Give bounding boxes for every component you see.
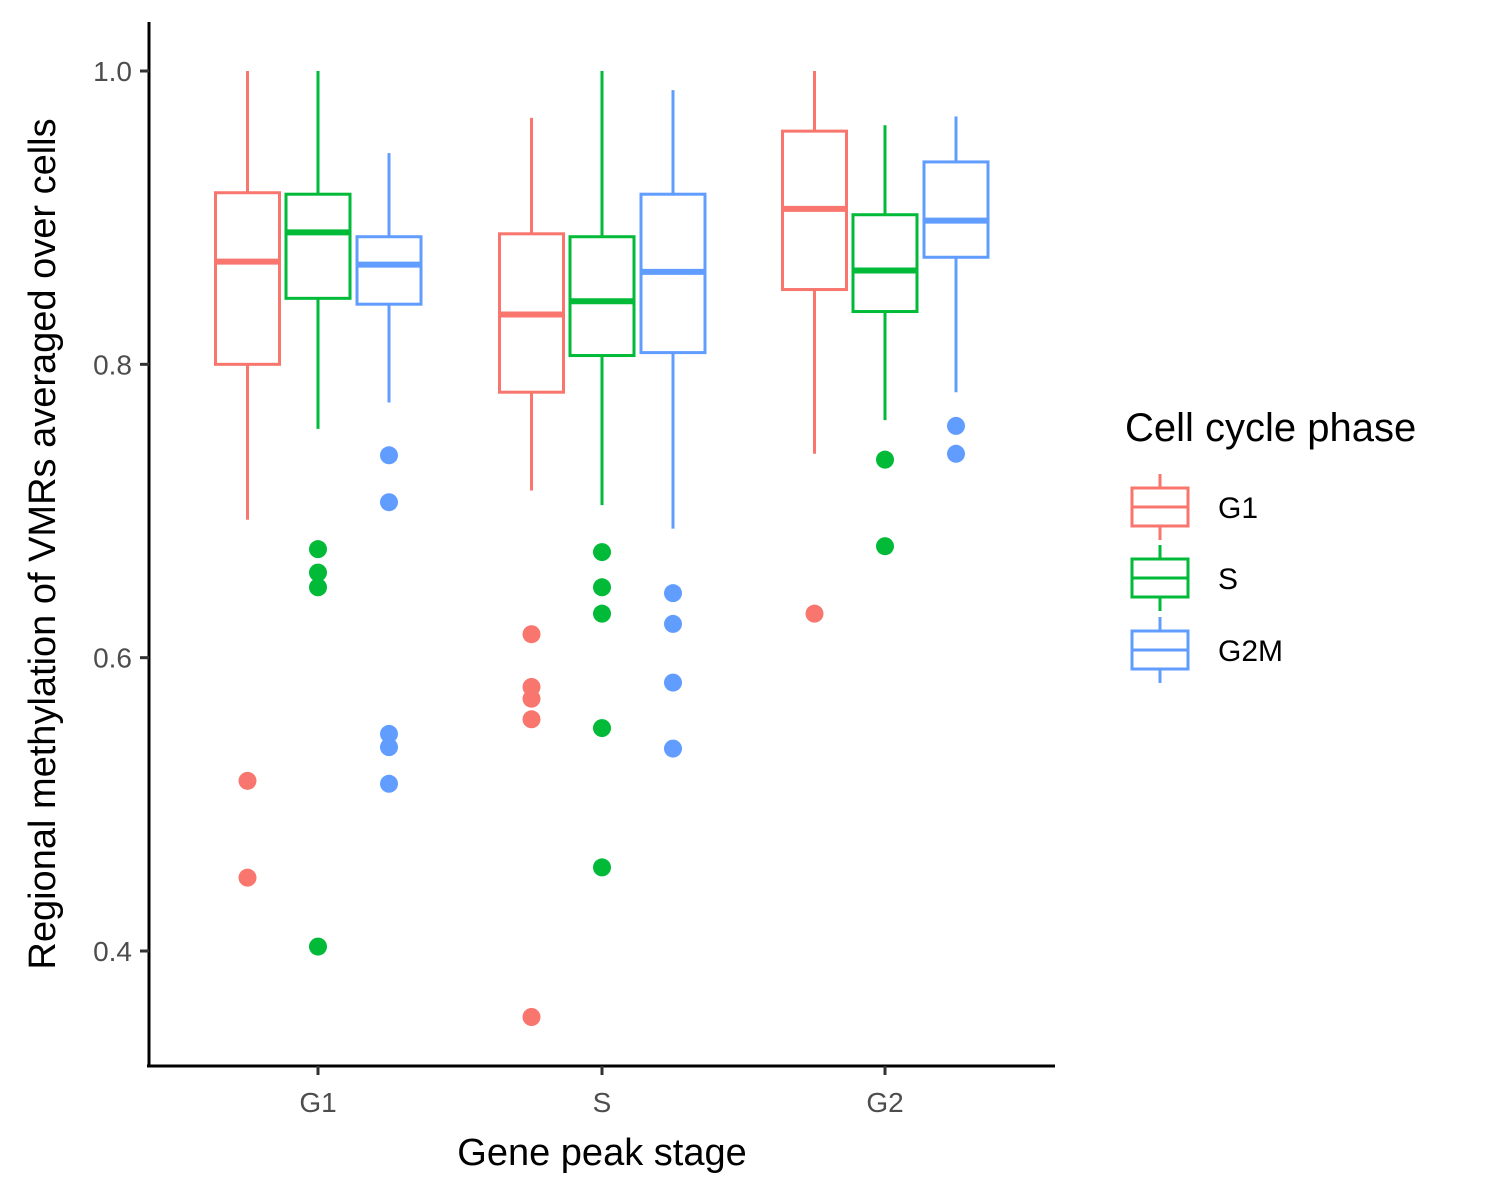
box-body bbox=[568, 235, 636, 358]
outlier-point bbox=[380, 493, 398, 512]
ticks: 0.4 0.6 0.8 1.0 G1 S G2 bbox=[93, 56, 904, 1118]
outlier-point bbox=[876, 537, 894, 556]
outlier-point bbox=[522, 625, 541, 644]
x-tick-label: G1 bbox=[299, 1087, 336, 1118]
outlier-point bbox=[380, 774, 398, 793]
y-tick-label: 0.8 bbox=[93, 349, 132, 380]
legend-label: G1 bbox=[1218, 492, 1258, 525]
y-axis-title: Regional methylation of VMRs averaged ov… bbox=[22, 118, 64, 969]
outlier-point bbox=[238, 771, 257, 790]
outlier-point bbox=[309, 578, 327, 597]
box-s-s bbox=[568, 71, 636, 877]
box-body bbox=[214, 191, 281, 366]
legend-label: G2M bbox=[1218, 635, 1283, 668]
box-s-g1 bbox=[284, 71, 352, 956]
box-g1-g1 bbox=[214, 71, 281, 887]
box-body bbox=[851, 213, 919, 314]
box-g2m-g1 bbox=[355, 153, 423, 793]
outlier-point bbox=[664, 739, 682, 758]
outlier-point bbox=[309, 563, 327, 582]
box-body bbox=[284, 192, 352, 300]
outlier-point bbox=[522, 1008, 541, 1026]
legend-title: Cell cycle phase bbox=[1125, 406, 1416, 450]
legend-item-s: S bbox=[1130, 545, 1238, 611]
outlier-point bbox=[593, 604, 611, 623]
outlier-point bbox=[664, 614, 682, 633]
outlier-point bbox=[522, 710, 541, 729]
x-tick-label: G2 bbox=[866, 1087, 903, 1118]
box-g1-s bbox=[498, 117, 565, 1026]
outlier-point bbox=[876, 450, 894, 469]
plot-area bbox=[214, 71, 990, 1026]
x-axis-title: Gene peak stage bbox=[457, 1132, 746, 1174]
outlier-point bbox=[664, 584, 682, 603]
legend: Cell cycle phase G1 S G2M bbox=[1125, 406, 1416, 683]
outlier-point bbox=[593, 858, 611, 877]
box-g2m-g2 bbox=[922, 116, 990, 463]
y-tick-label: 1.0 bbox=[93, 56, 132, 87]
outlier-point bbox=[309, 937, 327, 956]
outlier-point bbox=[380, 738, 398, 757]
outlier-point bbox=[238, 868, 257, 887]
box-body bbox=[922, 160, 990, 259]
legend-key bbox=[1130, 474, 1190, 540]
box-body bbox=[355, 235, 423, 306]
legend-key bbox=[1130, 545, 1190, 611]
outlier-point bbox=[805, 604, 824, 623]
outlier-point bbox=[947, 416, 965, 435]
legend-key bbox=[1130, 617, 1190, 683]
outlier-point bbox=[380, 446, 398, 465]
x-tick-label: S bbox=[593, 1087, 612, 1118]
y-tick-label: 0.6 bbox=[93, 643, 132, 674]
box-g1-g2 bbox=[781, 71, 848, 623]
y-tick-label: 0.4 bbox=[93, 936, 132, 967]
outlier-point bbox=[380, 724, 398, 743]
box-g2m-s bbox=[639, 90, 707, 758]
legend-label: S bbox=[1218, 563, 1238, 596]
outlier-point bbox=[593, 578, 611, 597]
legend-item-g2m: G2M bbox=[1130, 617, 1283, 683]
outlier-point bbox=[593, 719, 611, 738]
box-s-g2 bbox=[851, 125, 919, 556]
outlier-point bbox=[947, 444, 965, 463]
outlier-point bbox=[522, 689, 541, 708]
outlier-point bbox=[664, 673, 682, 692]
outlier-point bbox=[593, 543, 611, 562]
outlier-point bbox=[309, 540, 327, 559]
legend-item-g1: G1 bbox=[1130, 474, 1258, 540]
